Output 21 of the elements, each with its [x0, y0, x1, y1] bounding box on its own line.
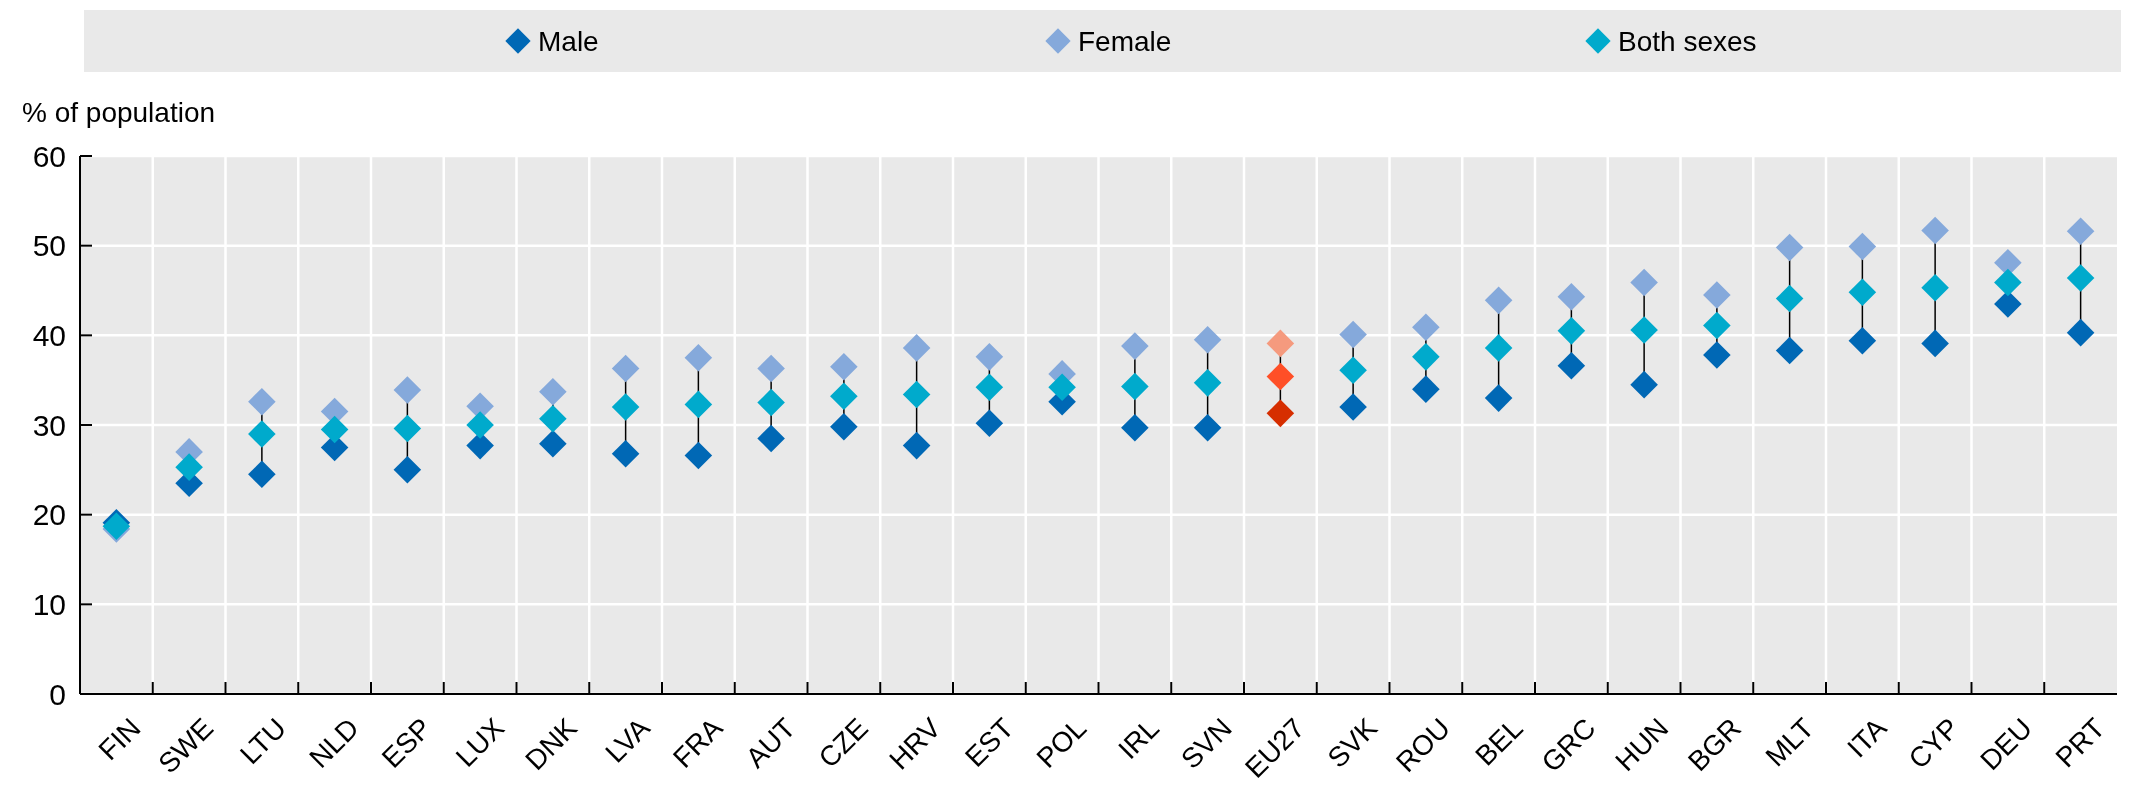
- legend-label: Male: [538, 25, 599, 57]
- legend-label: Female: [1078, 25, 1172, 57]
- x-tick-label: NLD: [303, 712, 365, 774]
- x-tick-label: POL: [1030, 712, 1093, 774]
- x-tick-label: LTU: [234, 712, 292, 771]
- x-tick-label: FRA: [666, 711, 729, 774]
- y-tick-label: 10: [32, 587, 66, 621]
- y-tick-label: 60: [32, 139, 66, 173]
- y-tick-label: 30: [32, 408, 66, 442]
- x-tick-label: LVA: [599, 711, 656, 769]
- y-axis-title: % of population: [22, 97, 216, 128]
- x-tick-label: FIN: [92, 712, 147, 766]
- y-tick-label: 50: [32, 229, 66, 263]
- x-tick-label: IRL: [1112, 712, 1165, 765]
- legend-label: Both sexes: [1618, 25, 1757, 57]
- y-tick-label: 40: [32, 318, 66, 352]
- y-tick-label: 20: [32, 498, 66, 532]
- x-tick-label: BEL: [1469, 712, 1529, 772]
- y-tick-label: 0: [49, 677, 66, 711]
- x-tick-label: CYP: [1902, 712, 1966, 775]
- x-tick-label: ITA: [1841, 711, 1893, 764]
